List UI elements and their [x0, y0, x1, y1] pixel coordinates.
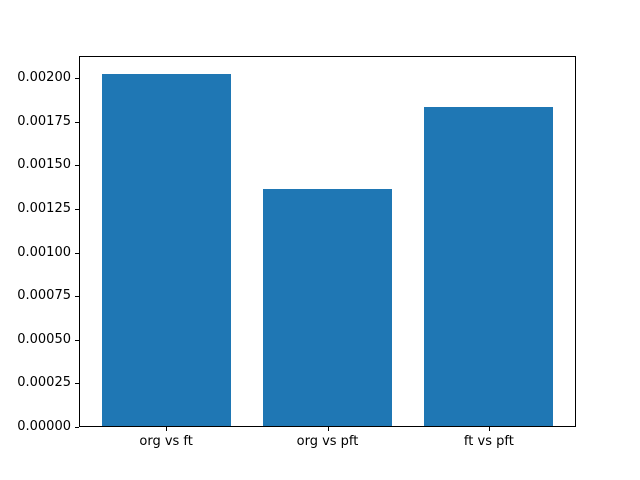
y-tick-mark: [75, 209, 79, 211]
y-tick-mark: [75, 78, 79, 80]
y-tick-label: 0.00175: [17, 113, 71, 129]
bar-org-vs-ft: [101, 73, 231, 426]
x-tick-mark: [488, 427, 490, 431]
y-tick-mark: [75, 339, 79, 341]
x-tick-label: ft vs pft: [463, 434, 514, 449]
y-tick-label: 0.00125: [17, 201, 71, 217]
plot-area: [79, 56, 576, 427]
y-tick-mark: [75, 427, 79, 428]
y-tick-mark: [75, 296, 79, 298]
bar-org-vs-pft: [262, 188, 393, 426]
y-tick-label: 0.00200: [17, 70, 71, 86]
x-tick-label: org vs pft: [296, 434, 359, 449]
y-tick-mark: [75, 383, 79, 385]
y-tick-mark: [75, 252, 79, 254]
y-tick-mark: [75, 121, 79, 123]
x-tick-label: org vs ft: [139, 434, 193, 449]
y-tick-label: 0.00150: [17, 157, 71, 173]
y-tick-mark: [75, 165, 79, 167]
bar-ft-vs-pft: [424, 106, 554, 426]
x-tick-mark: [327, 427, 329, 431]
y-tick-label: 0.00075: [17, 288, 71, 304]
y-tick-label: 0.00025: [17, 375, 71, 391]
y-tick-label: 0.00100: [17, 244, 71, 260]
y-tick-label: 0.00000: [17, 419, 71, 434]
y-tick-label: 0.00050: [17, 331, 71, 347]
x-tick-mark: [166, 427, 168, 431]
